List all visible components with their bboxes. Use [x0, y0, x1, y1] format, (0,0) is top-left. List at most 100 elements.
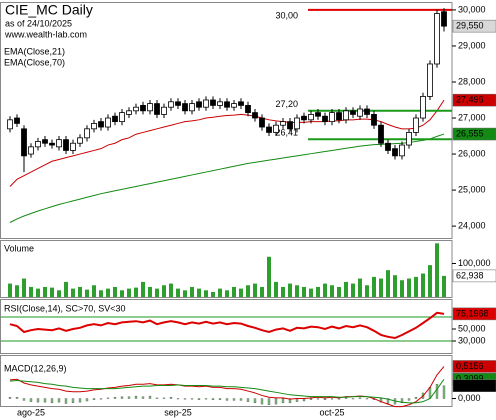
legend-entry: EMA(Close,70) [4, 57, 65, 67]
y-tick-label: 0,000 [458, 393, 481, 403]
volume-bar [71, 288, 75, 297]
histogram-bar [386, 398, 390, 404]
volume-bar [225, 290, 229, 297]
volume-bar [323, 283, 327, 297]
last-value-box [452, 127, 496, 141]
histogram-bar [120, 396, 124, 399]
candle-body [7, 119, 13, 130]
volume-bar [169, 283, 173, 297]
y-tick-label: 30,000 [458, 335, 486, 345]
volume-bar [414, 276, 418, 297]
histogram-bar [218, 398, 222, 400]
histogram-bar [288, 398, 292, 404]
histogram-bar [260, 398, 264, 405]
subtitle: as of 24/10/2025 [5, 18, 72, 28]
last-value-label: 27,496 [456, 95, 484, 105]
candle-body [252, 112, 258, 119]
candle-body [98, 121, 104, 128]
last-value-box [452, 93, 496, 107]
histogram-bar [127, 396, 131, 399]
volume-bar [442, 275, 446, 297]
histogram-bar [267, 398, 271, 405]
volume-bar [274, 281, 278, 297]
volume-bar [428, 265, 432, 297]
histogram-bar [134, 395, 138, 399]
candle-body [294, 117, 300, 130]
candle-body [301, 115, 307, 121]
candle-body [259, 117, 265, 128]
histogram-bar [64, 398, 68, 404]
volume-bar [358, 278, 362, 297]
last-value-label: 0,2057 [456, 380, 484, 390]
histogram-bar [225, 398, 229, 401]
y-tick-label: 28,000 [458, 76, 486, 86]
histogram-bar [148, 395, 152, 399]
candle-body [427, 63, 433, 97]
last-value-label: 29,550 [456, 21, 484, 31]
volume-bar [155, 288, 159, 297]
source: www.wealth-lab.com [4, 29, 87, 39]
volume-bar [148, 286, 152, 297]
volume-bar [253, 283, 257, 297]
candle-body [231, 103, 237, 108]
histogram-bar [281, 398, 285, 404]
candle-body [273, 124, 279, 133]
histogram-bar [379, 398, 383, 403]
histogram-bar [197, 398, 201, 400]
candle-body [266, 126, 272, 133]
candle-body [70, 142, 76, 151]
volume-bar [365, 285, 369, 297]
last-value-label: 26,555 [456, 128, 484, 138]
volume-bar [400, 280, 404, 297]
volume-bar [309, 288, 313, 297]
histogram-bar [330, 398, 334, 400]
histogram-bar [204, 398, 208, 400]
last-value-box [452, 379, 496, 392]
candle-body [343, 110, 349, 121]
volume-bar [260, 286, 264, 297]
y-tick-label: 29,000 [458, 40, 486, 50]
histogram-bar [435, 384, 439, 399]
histogram-bar [309, 398, 313, 400]
histogram-bar [253, 398, 257, 404]
histogram-bar [274, 398, 278, 405]
chart-title: CIE_MC Daily [5, 2, 93, 18]
histogram-bar [78, 398, 82, 403]
volume-bar [85, 289, 89, 297]
candle-body [168, 101, 174, 108]
candle-body [357, 108, 363, 117]
histogram-bar [365, 398, 369, 400]
volume-bar [106, 288, 110, 297]
candle-body [238, 101, 244, 106]
y-tick-label: 24,000 [458, 220, 486, 230]
volume-bar [29, 286, 33, 297]
panel-frame [0, 355, 453, 407]
candle-body [287, 121, 293, 130]
candle-body [42, 139, 48, 144]
volume-bar [288, 283, 292, 297]
candle-body [133, 106, 139, 112]
y-tick-label: 100,000 [458, 258, 491, 268]
volume-bar [372, 276, 376, 297]
volume-bar [281, 286, 285, 297]
histogram-bar [29, 398, 33, 402]
volume-bar [43, 286, 47, 297]
candle-body [112, 115, 118, 123]
volume-bar [344, 281, 348, 297]
candle-body [161, 106, 167, 115]
candle-body [119, 112, 125, 123]
volume-bar [302, 286, 306, 297]
volume-bar [127, 288, 131, 297]
histogram-bar [36, 398, 40, 403]
panel-title: MACD(12,26,9) [4, 363, 67, 373]
volume-bar [120, 290, 124, 297]
volume-bar [190, 286, 194, 297]
histogram-bar [43, 398, 47, 403]
panel-frame [0, 299, 453, 354]
y-tick-label: 26,000 [458, 148, 486, 158]
candle-body [196, 101, 202, 108]
volume-bar [162, 285, 166, 297]
volume-bar [316, 286, 320, 297]
